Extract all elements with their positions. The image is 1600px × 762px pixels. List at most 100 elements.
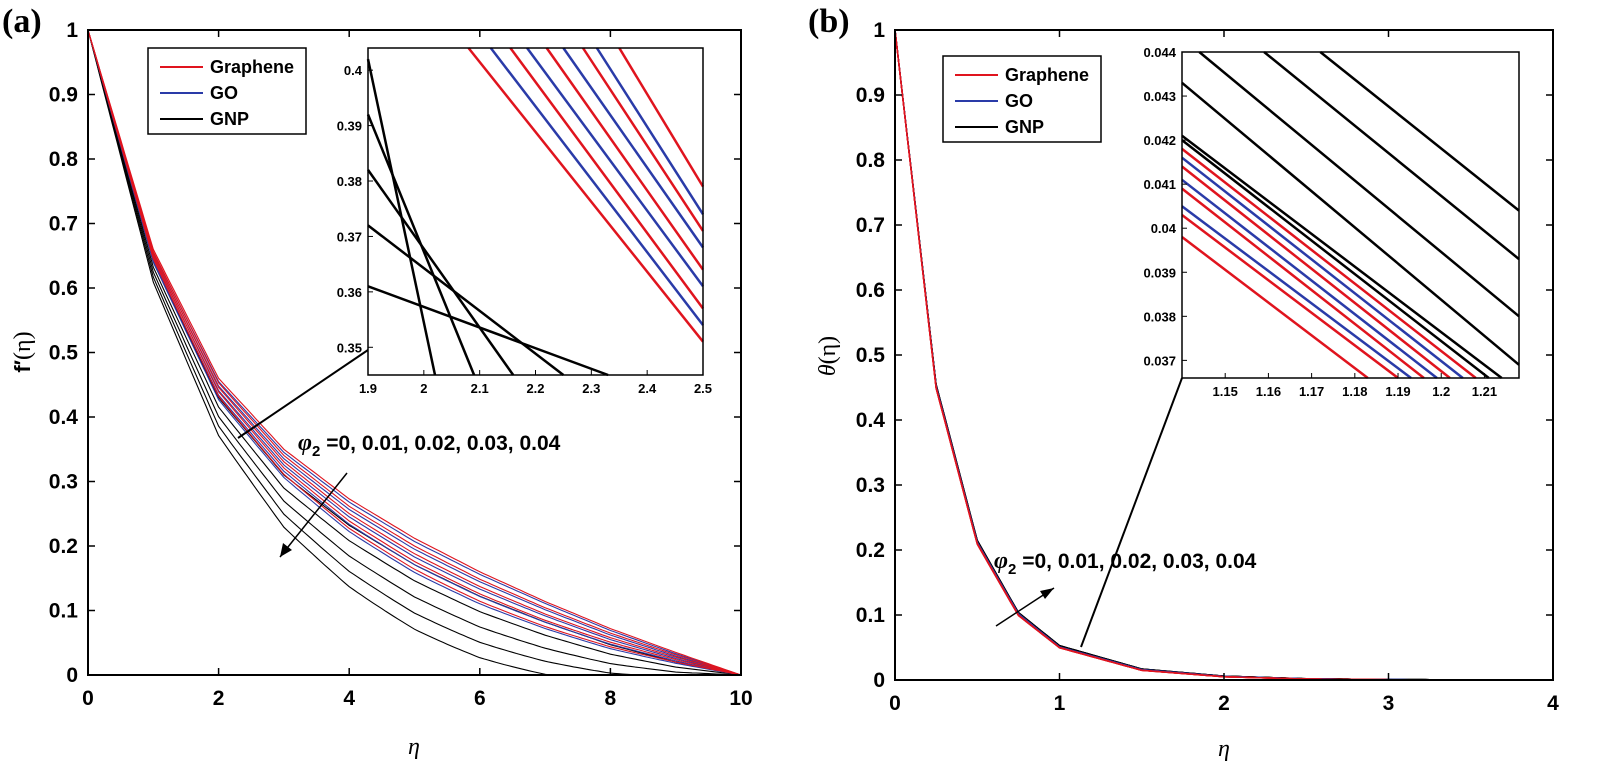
panel-a-annotation-phi: φ bbox=[298, 430, 312, 456]
y-tick-label: 0.6 bbox=[856, 279, 885, 302]
panel-b-inset-bg bbox=[1182, 52, 1519, 378]
panel-a-legend-gnp: GNP bbox=[210, 109, 249, 129]
x-tick-label: 2 bbox=[213, 687, 225, 710]
panel-a-inset-line bbox=[526, 47, 705, 288]
panel-b-inset-lines bbox=[1181, 51, 1520, 379]
panel-a-x-label: η bbox=[408, 734, 420, 760]
panel-b-legend: Graphene GO GNP bbox=[942, 55, 1102, 143]
panel-b-annotation-phi: φ bbox=[994, 548, 1008, 574]
panel-a-annotation-sub: 2 bbox=[312, 443, 320, 460]
panel-a-inset-line bbox=[467, 47, 704, 343]
panel-a-inset: 1.9 2 2.1 2.2 2.3 2.4 2.5 0.35 0.36 0.37 0.38 0.39… bbox=[237, 47, 712, 439]
panel-b-inset-line bbox=[1181, 165, 1451, 379]
series-line-graphene-phi1 bbox=[87, 29, 742, 676]
y-tick-label: 0.7 bbox=[49, 213, 78, 236]
panel-a-inset-line bbox=[367, 285, 609, 377]
panel-b-inset-x-tick-label: 1.2 bbox=[1432, 384, 1450, 399]
panel-b-inset-y-tick-label: 0.038 bbox=[1143, 309, 1176, 324]
panel-b-inset-line bbox=[1181, 187, 1425, 379]
y-tick-label: 0.2 bbox=[856, 539, 885, 562]
panel-a-inset-x-ticks: 1.9 2 2.1 2.2 2.3 2.4 2.5 bbox=[359, 370, 712, 396]
series-line-graphene-phi2 bbox=[87, 29, 742, 676]
y-tick-label: 0.3 bbox=[856, 474, 885, 497]
panel-a-annotation-values: =0, 0.01, 0.02, 0.03, 0.04 bbox=[320, 432, 560, 455]
panel-b-inset-x-ticks: 1.15 1.16 1.17 1.18 1.19 1.2 1.21 bbox=[1213, 373, 1497, 399]
y-tick-label: 0.5 bbox=[49, 342, 79, 365]
panel-b-inset-x-tick-label: 1.16 bbox=[1256, 384, 1281, 399]
panel-b-y-label: θ(η) bbox=[815, 336, 841, 376]
panel-a-inset-bg bbox=[368, 48, 703, 375]
panel-a-inset-lines bbox=[366, 47, 705, 377]
panel-b-inset-line bbox=[1181, 236, 1369, 379]
panel-b-inset-line bbox=[1181, 147, 1477, 379]
panel-b-inset-y-tick-label: 0.037 bbox=[1143, 353, 1176, 368]
panel-b-inset-line bbox=[1181, 214, 1399, 379]
panel-a-inset-x-tick-label: 2.2 bbox=[526, 381, 544, 396]
panel-a-arrow-head bbox=[280, 543, 292, 557]
panel-a-inset-x-tick-label: 2.4 bbox=[638, 381, 657, 396]
y-tick-label: 1 bbox=[873, 19, 885, 42]
panel-b-y-ticks: 0 0.1 0.2 0.3 0.4 0.5 0.6 0.7 0.8 0.9 1 bbox=[856, 19, 1553, 692]
panel-a-inset-y-tick-label: 0.4 bbox=[344, 63, 363, 78]
panel-a-curves bbox=[87, 29, 742, 676]
y-tick-label: 0.3 bbox=[49, 471, 78, 494]
panel-b-annotation-sub: 2 bbox=[1008, 561, 1016, 578]
x-tick-label: 4 bbox=[343, 687, 355, 710]
panel-b-inset-y-ticks: 0.037 0.038 0.039 0.04 0.041 0.042 0.043 0.044 bbox=[1143, 45, 1187, 368]
x-tick-label: 3 bbox=[1383, 692, 1395, 715]
y-tick-label: 1 bbox=[66, 19, 78, 42]
series-line-go-phi4 bbox=[87, 29, 742, 676]
panel-b-inset-y-tick-label: 0.039 bbox=[1143, 265, 1176, 280]
panel-b-inset-x-tick-label: 1.15 bbox=[1213, 384, 1238, 399]
y-tick-label: 0.7 bbox=[856, 214, 885, 237]
series-line-graphene-phi4 bbox=[87, 29, 742, 676]
panel-a-legend-go: GO bbox=[210, 83, 238, 103]
panel-b-inset-x-tick-label: 1.19 bbox=[1385, 384, 1410, 399]
y-tick-label: 0.5 bbox=[856, 344, 886, 367]
panel-b-inset-y-tick-label: 0.044 bbox=[1143, 45, 1176, 60]
panel-a-inset-line bbox=[489, 47, 704, 326]
panel-b-inset-line bbox=[1181, 156, 1464, 379]
panel-a-inset-line bbox=[509, 47, 705, 310]
panel-b-y-label-theta: θ bbox=[815, 364, 841, 376]
panel-a-legend-graphene: Graphene bbox=[210, 57, 294, 77]
panel-b-inset-x-tick-label: 1.17 bbox=[1299, 384, 1324, 399]
panel-b-inset-pointer bbox=[1080, 377, 1183, 648]
panel-a-arrow-shaft bbox=[279, 472, 348, 558]
panel-a-inset-pointer bbox=[237, 349, 369, 439]
panel-b-legend-graphene: Graphene bbox=[1005, 65, 1089, 85]
panel-a: (a) 0 2 4 6 8 10 0 0.1 0.2 0.3 0.4 0.5 0.6 0.7 0.8 0.9… bbox=[2, 3, 753, 760]
panel-a-inset-y-ticks: 0.35 0.36 0.37 0.38 0.39 0.4 bbox=[337, 63, 373, 355]
y-tick-label: 0.6 bbox=[49, 277, 78, 300]
panel-label-a: (a) bbox=[2, 3, 42, 40]
panel-a-inset-line bbox=[618, 47, 705, 188]
panel-a-y-ticks: 0 0.1 0.2 0.3 0.4 0.5 0.6 0.7 0.8 0.9 1 bbox=[49, 19, 741, 687]
panel-a-inset-x-tick-label: 2.1 bbox=[471, 381, 489, 396]
panel-a-y-label-arg: (η) bbox=[10, 331, 36, 360]
x-tick-label: 2 bbox=[1218, 692, 1230, 715]
x-tick-label: 10 bbox=[729, 687, 752, 710]
panel-a-inset-x-tick-label: 2 bbox=[420, 381, 427, 396]
panel-b-inset-y-tick-label: 0.043 bbox=[1143, 89, 1176, 104]
x-tick-label: 4 bbox=[1547, 692, 1559, 715]
panel-b-x-label: η bbox=[1218, 736, 1230, 762]
y-tick-label: 0 bbox=[66, 664, 78, 687]
panel-a-annotation: φ2 =0, 0.01, 0.02, 0.03, 0.04 bbox=[298, 430, 561, 460]
series-line-graphene-phi0 bbox=[87, 29, 742, 676]
panel-b-inset-x-tick-label: 1.21 bbox=[1472, 384, 1497, 399]
panel-a-inset-line bbox=[581, 47, 705, 232]
panel-a-x-ticks: 0 2 4 6 8 10 bbox=[82, 30, 753, 710]
panel-label-b: (b) bbox=[808, 3, 850, 40]
y-tick-label: 0.1 bbox=[856, 604, 886, 627]
panel-a-inset-y-tick-label: 0.36 bbox=[337, 285, 362, 300]
panel-b-inset-line bbox=[1181, 178, 1438, 379]
panel-a-inset-x-tick-label: 2.3 bbox=[582, 381, 600, 396]
panel-b-inset: 1.15 1.16 1.17 1.18 1.19 1.2 1.21 0.0370.0380.… bbox=[1080, 45, 1520, 648]
panel-b-legend-gnp: GNP bbox=[1005, 117, 1044, 137]
panel-a-y-label-f: f bbox=[10, 365, 35, 373]
panel-b-inset-line bbox=[1181, 139, 1490, 379]
series-line-graphene-phi3 bbox=[87, 29, 742, 676]
panel-b-inset-y-tick-label: 0.041 bbox=[1143, 177, 1176, 192]
y-tick-label: 0.2 bbox=[49, 535, 78, 558]
